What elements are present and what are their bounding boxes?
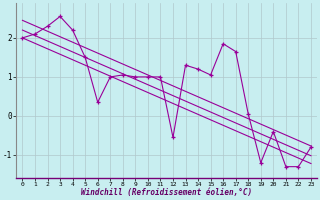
X-axis label: Windchill (Refroidissement éolien,°C): Windchill (Refroidissement éolien,°C) bbox=[81, 188, 252, 197]
